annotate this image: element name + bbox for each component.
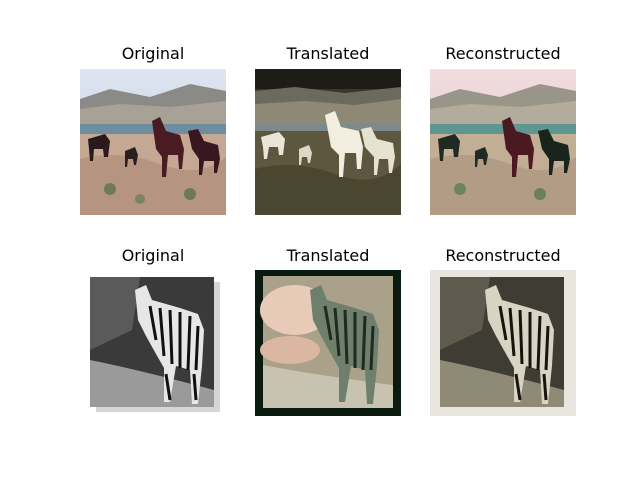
horses-reconstructed-image <box>430 69 576 215</box>
zebra-reconstructed-image <box>430 270 576 416</box>
row1-original-title: Original <box>121 44 185 63</box>
row2-translated-title: Translated <box>286 246 370 265</box>
row2-original-title: Original <box>121 246 185 265</box>
row2-reconstructed-title: Reconstructed <box>445 246 561 265</box>
row1-reconstructed-title: Reconstructed <box>445 44 561 63</box>
zebra-original-image <box>80 270 226 416</box>
horses-translated-image <box>255 69 401 215</box>
zebra-translated-image <box>255 270 401 416</box>
horses-original-image <box>80 69 226 215</box>
row1-translated-title: Translated <box>286 44 370 63</box>
